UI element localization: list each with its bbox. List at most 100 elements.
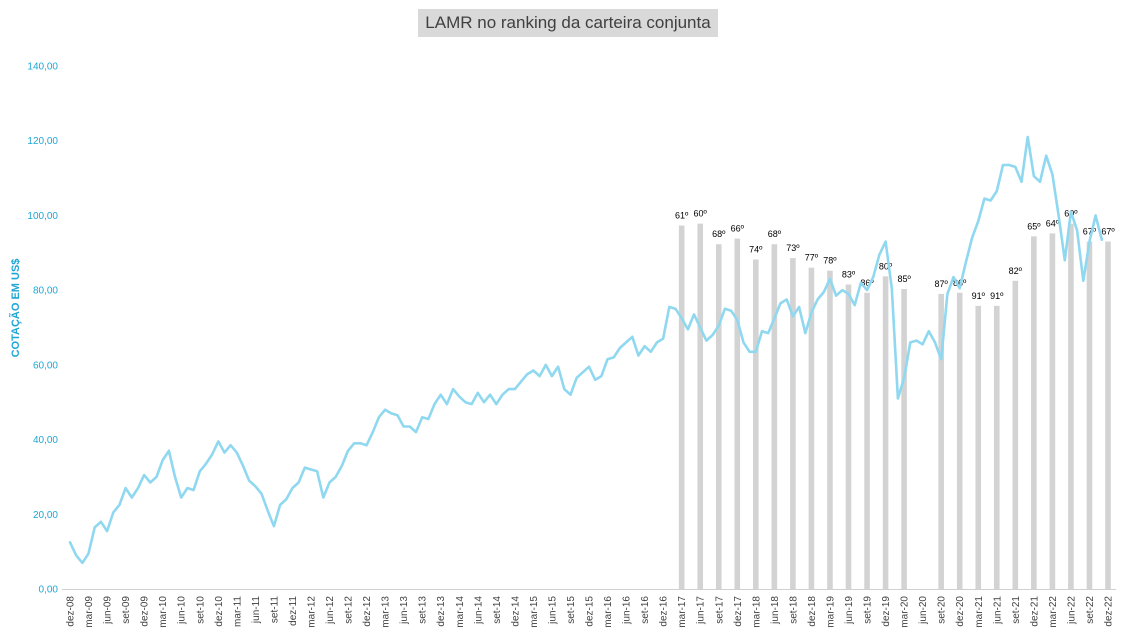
x-tick-label: mar-19 [826,596,837,628]
x-tick-label: set-11 [269,596,280,623]
x-tick-label: set-10 [195,596,206,624]
bar-label-set-17: 68º [712,229,726,239]
x-tick-label: jun-20 [918,596,929,625]
x-tick-label: set-14 [492,596,503,624]
x-tick-label: set-17 [714,596,725,624]
y-tick-label: 0,00 [39,585,59,596]
x-tick-label: jun-18 [770,596,781,625]
x-tick-label: set-20 [937,596,948,624]
y-tick-label: 40,00 [33,435,58,446]
bar-label-set-18: 73º [786,243,800,253]
bar-dez-17 [734,238,741,589]
x-tick-label: mar-11 [232,596,243,627]
x-tick-label: jun-10 [177,596,188,625]
x-tick-label: dez-17 [733,596,744,627]
bar-label-mar-18: 74º [749,245,763,255]
x-tick-label: set-19 [863,596,874,624]
x-tick-label: dez-10 [214,596,225,627]
x-tick-label: mar-20 [900,596,911,628]
bar-label-mar-20: 85º [897,274,911,284]
bar-mar-20 [901,289,907,589]
bar-set-19 [864,292,870,589]
x-tick-label: mar-16 [603,596,614,628]
bar-set-17 [715,244,722,589]
x-tick-label: jun-22 [1066,596,1077,625]
bar-label-dez-18: 77º [805,253,819,263]
y-tick-label: 80,00 [33,286,58,297]
x-tick-label: mar-18 [751,596,762,628]
x-tick-label: dez-22 [1104,596,1115,627]
x-tick-label: jun-09 [103,596,114,625]
bar-label-mar-22: 64º [1046,218,1060,228]
x-tick-label: jun-13 [399,596,410,625]
x-tick-label: dez-13 [436,596,447,627]
bar-label-dez-21: 65º [1027,221,1041,231]
x-tick-label: dez-12 [362,596,373,627]
y-ticks-layer: 0,00 20,00 40,00 60,00 80,00 100,00 120,00 140,… [27,62,58,596]
bar-dez-19 [882,276,889,589]
x-tick-label: jun-17 [696,596,707,625]
y-tick-label: 100,00 [27,211,58,222]
x-ticks-layer: dez-08 mar-09 jun-09 set-09 dez-09 mar-10 jun-… [66,596,1115,628]
x-tick-label: dez-16 [659,596,670,627]
x-tick-label: set-15 [566,596,577,624]
bar-label-set-19: 86º [860,278,874,288]
bars-layer [678,223,1111,590]
price-line [68,135,1104,565]
x-tick-label: mar-22 [1048,596,1059,628]
x-tick-label: set-12 [344,596,355,624]
x-tick-label: mar-17 [677,596,688,628]
x-tick-label: dez-21 [1029,596,1040,627]
x-tick-label: set-16 [640,596,651,624]
bar-labels-layer: 61º 60º 68º 66º 74º 68º 73º 77º 78º 83º 86º 80º 85º 8… [675,209,1115,301]
bar-jun-22 [1068,223,1074,589]
x-tick-label: dez-11 [288,596,299,626]
x-tick-label: jun-15 [547,596,558,625]
x-tick-label: mar-21 [974,596,985,628]
bar-set-18 [790,258,796,589]
x-tick-label: mar-09 [84,596,95,628]
bar-set-20 [938,293,944,589]
chart-title: LAMR no ranking da carteira conjunta [418,9,718,37]
x-tick-label: dez-14 [510,596,521,627]
bar-dez-21 [1031,236,1037,589]
x-tick-label: dez-19 [881,596,892,627]
bar-label-jun-17: 60º [694,209,708,219]
bar-label-mar-21: 91º [972,291,986,301]
bar-jun-18 [771,244,778,589]
y-tick-label: 140,00 [27,62,58,73]
x-tick-label: set-18 [788,596,799,624]
y-tick-label: 20,00 [33,510,58,521]
x-tick-label: jun-11 [251,596,262,624]
line-layer [68,135,1104,565]
x-tick-label: set-21 [1011,596,1022,624]
bar-jun-17 [697,223,704,589]
y-tick-label: 60,00 [33,360,58,371]
x-tick-label: jun-14 [473,596,484,625]
bar-dez-18 [808,267,815,589]
x-tick-label: set-13 [418,596,429,624]
bar-mar-21 [975,305,982,589]
bar-mar-18 [753,259,759,589]
bar-mar-17 [678,225,685,589]
bar-label-mar-17: 61º [675,211,689,221]
bar-label-mar-19: 78º [823,256,837,266]
bar-jun-19 [845,284,852,589]
x-tick-label: mar-15 [529,596,540,628]
bar-mar-19 [827,270,833,589]
bar-dez-22 [1105,241,1111,590]
x-tick-label: mar-12 [307,596,318,628]
bar-label-jun-18: 68º [768,229,782,239]
x-tick-label: dez-15 [585,596,596,627]
x-tick-label: set-22 [1085,596,1096,624]
x-tick-label: mar-10 [158,596,169,628]
y-tick-label: 120,00 [27,136,58,147]
x-tick-label: dez-18 [807,596,818,627]
bar-set-21 [1012,280,1019,589]
x-tick-label: mar-13 [381,596,392,628]
bar-label-dez-17: 66º [731,224,745,234]
bar-label-dez-22: 67º [1101,227,1115,237]
bar-label-set-22: 67º [1083,227,1097,237]
